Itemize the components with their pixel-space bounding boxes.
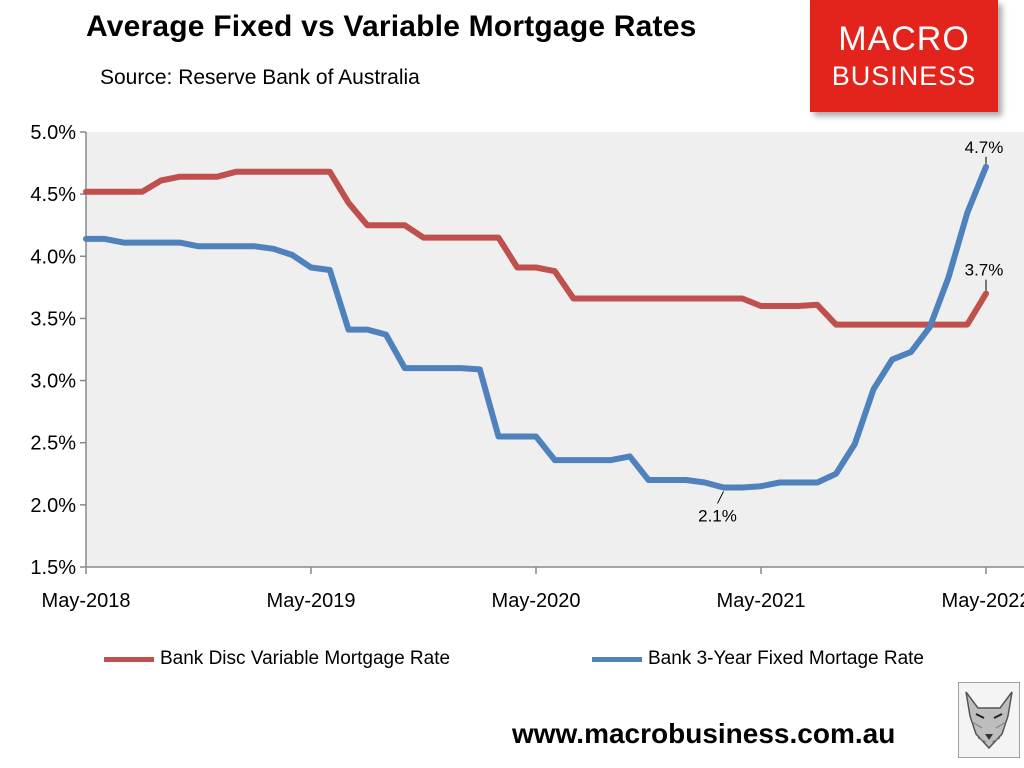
chart-series [83, 163, 989, 491]
legend-item-variable: Bank Disc Variable Mortgage Rate [104, 648, 450, 670]
legend-item-fixed: Bank 3-Year Fixed Mortage Rate [592, 648, 924, 670]
annotation-label-variable-end: 3.7% [965, 261, 1004, 280]
chart-title: Average Fixed vs Variable Mortgage Rates [86, 10, 697, 43]
legend-label-fixed: Bank 3-Year Fixed Mortage Rate [648, 648, 925, 669]
series-line-variable-rate [83, 168, 989, 328]
y-tick-label: 3.5% [30, 308, 76, 330]
website-url: www.macrobusiness.com.au [512, 718, 896, 749]
y-tick-label: 3.0% [30, 371, 76, 393]
y-tick-label: 1.5% [30, 557, 76, 579]
chart-annotations: 4.7% 3.7% 2.1% [698, 138, 1003, 526]
chart-axes: 1.5% 2.0% 2.5% 3.0% 3.5% 4.0% 4.5% 5.0% May-2018… [30, 122, 1024, 612]
line-chart: 1.5% 2.0% 2.5% 3.0% 3.5% 4.0% 4.5% 5.0% May-2018… [30, 122, 1024, 612]
annotation-label-fixed-low: 2.1% [698, 506, 737, 525]
legend-swatch-fixed [592, 656, 642, 662]
logo-text-business: BUSINESS [831, 61, 977, 91]
y-tick-label: 4.5% [30, 184, 76, 206]
y-tick-label: 5.0% [30, 122, 76, 144]
series-line-fixed-rate [83, 163, 989, 491]
y-tick-label: 2.0% [30, 495, 76, 517]
chart-subtitle: Source: Reserve Bank of Australia [100, 66, 420, 89]
annotation-label-fixed-end: 4.7% [965, 138, 1004, 157]
x-tick-label: May-2022 [942, 590, 1024, 612]
y-tick-label: 4.0% [30, 246, 76, 268]
y-tick-label: 2.5% [30, 433, 76, 455]
annotation-leader [717, 491, 724, 504]
legend-label-variable: Bank Disc Variable Mortgage Rate [160, 648, 451, 669]
plot-area [86, 132, 1024, 567]
legend-swatch-variable [104, 656, 154, 662]
logo-text-macro: MACRO [838, 20, 970, 58]
fox-icon [958, 682, 1020, 758]
x-tick-label: May-2020 [492, 590, 581, 612]
x-tick-label: May-2019 [267, 590, 356, 612]
x-tick-label: May-2021 [717, 590, 806, 612]
x-tick-label: May-2018 [42, 590, 131, 612]
macrobusiness-logo: MACRO BUSINESS [810, 0, 998, 112]
